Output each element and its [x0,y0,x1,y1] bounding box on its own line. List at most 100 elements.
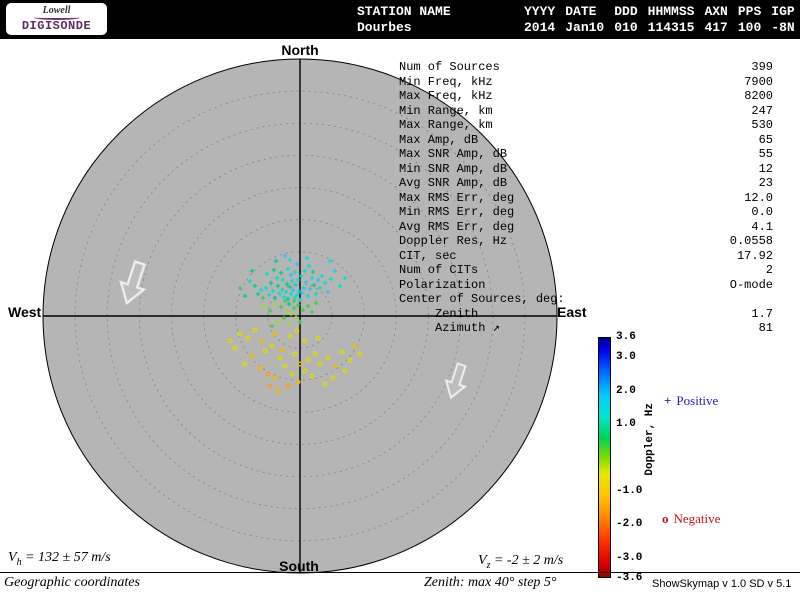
info-row: Min Freq, kHz 7900 [399,75,773,90]
info-row-label: Min SNR Amp, dB [399,161,508,176]
negative-source-point [315,335,321,341]
positive-source-point [242,293,248,299]
positive-source-point [275,283,281,289]
vz-value: = -2 ± 2 m/s [490,553,564,568]
positive-source-point [290,287,296,293]
header-column: IGP -8N [771,4,794,36]
negative-source-point [295,379,301,385]
info-row-label: Max Range, km [399,118,493,132]
info-row-value: 55 [758,147,773,161]
negative-source-point [237,331,243,337]
info-row: Doppler Res, Hz 0.0558 [399,234,773,249]
negative-source-point [279,347,285,353]
positive-source-point [289,278,295,284]
positive-source-point [287,284,293,290]
negative-source-point [322,381,328,387]
negative-source-point [325,355,331,361]
positive-source-point [309,309,315,315]
positive-source-point [247,278,253,284]
negative-source-point [252,327,258,333]
negative-source-point [347,357,353,363]
info-row-label: Max SNR Amp, dB [399,147,508,161]
info-row-label: Zenith [399,306,479,321]
info-row-value: 1.7 [751,306,773,321]
positive-source-point [271,267,277,273]
positive-source-point [278,270,284,276]
positive-source-point [261,303,267,309]
positive-source-point [287,257,293,263]
positive-source-point [252,283,258,289]
positive-source-point [337,283,343,289]
header-column-value: 114315 [647,20,695,35]
info-row-label: Center of Sources, deg: [399,292,565,306]
negative-source-point [249,353,255,359]
info-row-label: Min Range, km [399,103,493,118]
info-panel: Num of Sources 399 Min Freq, kHz 7900 Max Fr… [399,60,773,336]
negative-source-point [287,333,293,339]
header-bar: Lowell DIGISONDE STATION NAME Dourbes YY… [0,0,800,39]
negative-source-point [339,349,345,355]
vz-subscript: z [486,559,491,571]
plus-marker-icon: + [664,393,672,408]
coordinate-system-label: Geographic coordinates [4,575,140,590]
negative-source-point [259,338,265,344]
info-row: Num of CITs 2 [399,263,773,278]
negative-source-point [232,345,238,351]
station-name-label: STATION NAME [357,4,451,19]
negative-source-point [305,357,311,363]
positive-source-point [284,308,290,314]
drift-arrow-icon [444,362,467,400]
vz-symbol: V [478,553,487,568]
negative-source-point [312,351,318,357]
positive-source-point [292,295,298,301]
positive-source-point [313,300,319,306]
azimuth-arrow-icon: ↗ [485,321,500,335]
colorbar-tick-label: -3.0 [616,551,643,564]
info-row-label: Avg RMS Err, deg [399,219,515,234]
positive-source-point [293,314,299,320]
logo-swoosh [33,15,80,20]
info-row: Avg RMS Err, deg 4.1 [399,220,773,235]
positive-source-point [269,323,275,329]
station-block: STATION NAME Dourbes [357,4,451,36]
positive-source-point [249,268,255,274]
positive-source-point [264,271,270,277]
header-column: DDD 010 [614,4,637,36]
positive-source-point [293,282,299,288]
vertical-velocity-readout: Vz = -2 ± 2 m/s [478,553,563,571]
negative-source-point [267,383,273,389]
negative-source-point [242,361,248,367]
horizontal-velocity-readout: Vh = 132 ± 57 m/s [8,550,111,568]
colorbar-tick-label: -2.0 [616,518,643,531]
negative-source-point [302,368,308,374]
positive-source-point [305,293,311,299]
positive-source-point [311,282,317,288]
negative-source-point [297,361,303,367]
positive-source-point [279,287,285,293]
compass-south-label: South [279,558,319,574]
positive-source-point [319,273,325,279]
negative-source-point [245,335,251,341]
info-row-label: Doppler Res, Hz [399,234,508,248]
positive-source-point [305,303,311,309]
info-row: Min RMS Err, deg 0.0 [399,205,773,220]
colorbar [598,337,611,578]
info-row-value: 530 [751,118,773,132]
positive-source-point [307,286,313,292]
positive-source-point [258,287,264,293]
header-column: HHMMSS 114315 [648,4,695,36]
positive-source-point [285,266,291,272]
info-row: Zenith 1.7 [399,307,773,322]
positive-source-point [280,277,286,283]
info-row-value: 12 [758,161,773,176]
positive-source-point [286,301,292,307]
positive-source-point [270,288,276,294]
negative-source-point [332,363,338,369]
positive-source-point [286,321,292,327]
info-row: Max Amp, dB 65 [399,133,773,148]
header-column-value: 417 [704,20,728,35]
negative-source-point [330,375,336,381]
colorbar-title: Doppler, Hz [644,403,656,476]
negative-source-point [317,361,323,367]
negative-source-point [289,371,295,377]
